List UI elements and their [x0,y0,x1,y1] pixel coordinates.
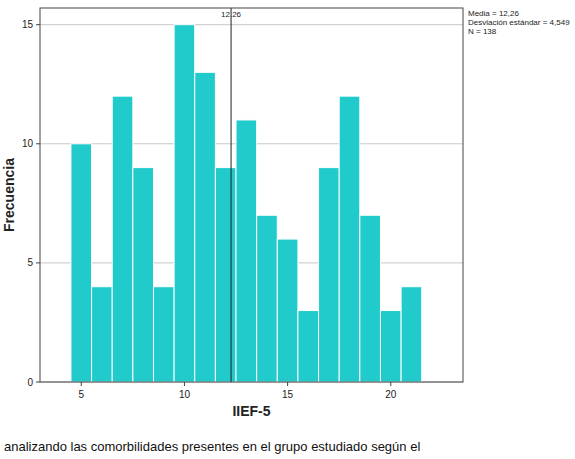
bar [298,311,319,382]
bar [401,287,422,382]
y-tick [36,143,40,144]
x-tick [287,382,288,386]
bars [71,8,422,382]
x-tick [390,382,391,386]
mean-line [231,8,232,382]
y-axis-label: Frecuencia [1,158,17,232]
grid-line [40,24,463,25]
y-tick-label: 5 [27,257,33,268]
stats-text: Media = 12,26 [468,9,519,18]
bar [339,96,360,382]
x-tick-label: 10 [179,389,191,400]
x-tick [81,382,82,386]
stats-text: Desviación estándar = 4,549 [468,18,570,27]
bar [236,120,257,382]
bar [257,215,278,382]
y-tick-label: 15 [22,19,34,30]
bar [71,144,92,382]
stats-text: N = 138 [468,27,497,36]
caption: analizando las comorbilidades presentes … [4,439,420,454]
x-tick-label: 15 [282,389,294,400]
bar [195,72,216,382]
x-tick [184,382,185,386]
x-tick-label: 5 [78,389,84,400]
bar [174,25,195,382]
mean-label: 12.26 [221,10,242,19]
y-tick-label: 10 [22,138,34,149]
bar [319,168,340,382]
y-tick [36,382,40,383]
bar [153,287,174,382]
plot-frame [40,8,463,382]
y-tick [36,24,40,25]
x-tick-label: 20 [385,389,397,400]
bar [215,168,236,382]
bar [380,311,401,382]
chart: 0 5 10 15 5 10 15 20 12.26 Media = 12,26Desviació… [0,0,575,459]
bar [360,215,381,382]
bar [92,287,113,382]
y-tick-label: 0 [27,377,33,388]
bar [112,96,133,382]
bar [133,168,154,382]
y-tick [36,262,40,263]
bar [277,239,298,382]
x-axis-label: IIEF-5 [232,403,270,419]
